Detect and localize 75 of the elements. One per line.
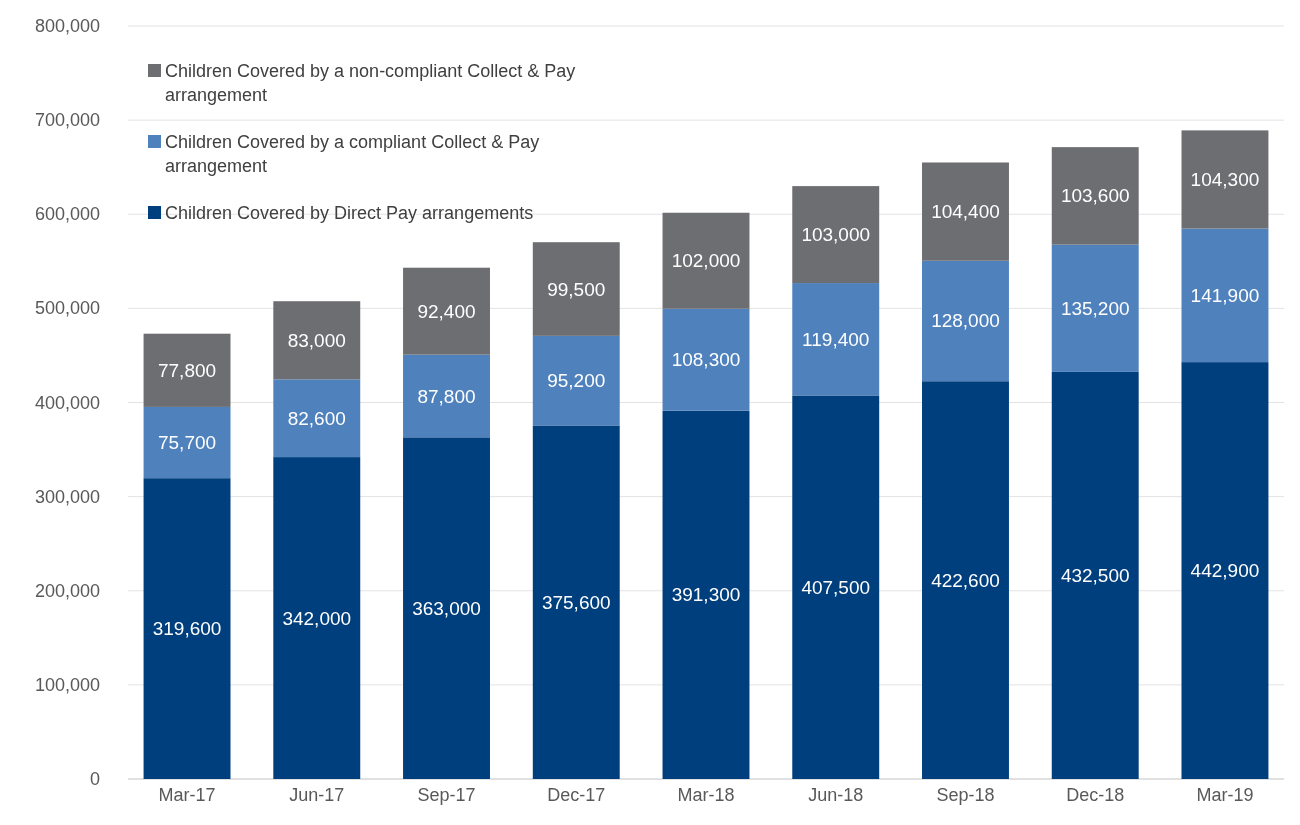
bar — [922, 260, 1009, 382]
bar — [922, 162, 1009, 261]
x-tick-label: Sep-18 — [936, 785, 995, 805]
bar — [1181, 228, 1269, 363]
data-label: 92,400 — [417, 300, 476, 322]
data-label: 102,000 — [671, 250, 741, 272]
y-tick-label: 0 — [89, 769, 100, 789]
legend-label: Children Covered by a compliant Collect & Pay arrangement — [165, 132, 540, 176]
data-label: 432,500 — [1060, 564, 1130, 586]
x-tick-label: Mar-19 — [1196, 785, 1254, 805]
bar — [273, 379, 361, 458]
data-label: 83,000 — [287, 329, 346, 351]
data-label: 103,000 — [801, 224, 871, 246]
x-tick-label: Jun-18 — [808, 785, 864, 805]
x-tick-label: Sep-17 — [417, 785, 476, 805]
bar — [1051, 147, 1139, 245]
data-label: 104,400 — [931, 201, 1000, 223]
bar — [1051, 244, 1139, 372]
bar — [922, 381, 1009, 779]
data-label: 407,500 — [801, 576, 871, 598]
bar — [792, 283, 880, 396]
data-label: 363,000 — [412, 597, 481, 619]
bar — [1051, 371, 1139, 779]
bar — [143, 406, 231, 479]
y-tick-label: 400,000 — [34, 392, 100, 413]
data-label: 99,500 — [547, 278, 606, 300]
bar — [792, 395, 880, 779]
bar — [273, 301, 361, 380]
bar — [532, 425, 620, 779]
data-label: 128,000 — [931, 310, 1000, 332]
data-label: 141,900 — [1190, 284, 1260, 306]
bar — [1181, 130, 1269, 229]
bar — [273, 457, 361, 779]
data-label: 135,200 — [1060, 297, 1130, 319]
x-tick-label: Jun-17 — [289, 785, 345, 805]
legend-label: Children Covered by Direct Pay arrangements — [165, 203, 534, 223]
x-tick-label: Mar-17 — [158, 785, 216, 805]
x-tick-label: Mar-18 — [677, 785, 735, 805]
data-label: 104,300 — [1190, 168, 1260, 190]
data-label: 422,600 — [931, 569, 1000, 591]
data-label: 75,700 — [157, 432, 217, 454]
data-label: 391,300 — [671, 584, 741, 606]
bar — [143, 333, 231, 407]
data-label: 95,200 — [547, 370, 606, 392]
y-tick-label: 500,000 — [34, 298, 100, 319]
data-label: 108,300 — [671, 349, 741, 371]
bar — [532, 242, 620, 336]
data-label: 77,800 — [157, 359, 217, 381]
y-tick-label: 200,000 — [34, 580, 100, 601]
bar — [403, 354, 490, 438]
bar — [662, 212, 750, 309]
data-label: 375,600 — [541, 591, 611, 613]
bar — [403, 267, 490, 355]
y-tick-label: 300,000 — [34, 486, 100, 507]
data-label: 119,400 — [802, 328, 870, 350]
bar — [532, 335, 620, 426]
data-label: 87,800 — [417, 385, 476, 407]
bar — [1181, 362, 1269, 779]
data-label: 103,600 — [1060, 185, 1130, 207]
bar — [143, 478, 231, 779]
bar — [403, 437, 490, 779]
data-label: 342,000 — [282, 607, 352, 629]
data-label: 442,900 — [1190, 560, 1260, 582]
data-label: 82,600 — [287, 407, 346, 429]
legend-label: Children Covered by a non-compliant Collect & Pay arrangement — [165, 61, 576, 105]
x-tick-label: Dec-17 — [547, 785, 606, 805]
x-tick-label: Dec-18 — [1066, 785, 1125, 805]
y-tick-label: 100,000 — [34, 674, 100, 695]
bar — [662, 410, 750, 779]
bar — [662, 308, 750, 411]
y-tick-label: 800,000 — [34, 16, 100, 36]
data-label: 319,600 — [152, 618, 222, 640]
bar — [792, 186, 880, 284]
y-tick-label: 600,000 — [34, 204, 100, 225]
y-tick-label: 700,000 — [34, 110, 100, 131]
